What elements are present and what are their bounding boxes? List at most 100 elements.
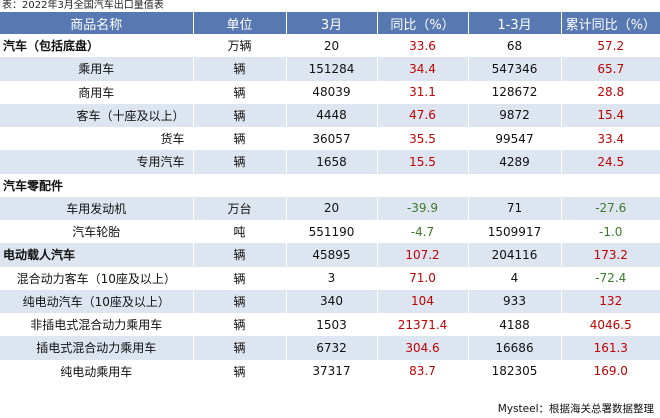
- cell-name: 汽车零配件: [0, 173, 194, 197]
- table-row: 电动载人汽车辆 45895 107.2 204116 173.2: [0, 243, 660, 267]
- cell-name: 混合动力客车（10座及以上）: [0, 266, 194, 290]
- cell-unit: [193, 173, 287, 197]
- header-unit: 单位: [193, 12, 287, 34]
- cell-name: 乘用车: [0, 57, 194, 81]
- cell-name: 纯电动汽车（10座及以上）: [0, 289, 194, 313]
- cell-march: 1658: [286, 150, 378, 174]
- cell-cum-yoy: 65.7: [561, 57, 660, 81]
- table-body: 汽车（包括底盘） 万辆 20 33.6 68 57.2 乘用车辆 151284 34.4 5473…: [0, 34, 660, 383]
- cell-yoy: 83.7: [377, 359, 469, 383]
- cell-q1: 933: [468, 289, 562, 313]
- cell-cum-yoy: -72.4: [561, 266, 660, 290]
- cell-q1: 4188: [468, 313, 562, 337]
- cell-name: 纯电动乘用车: [0, 359, 194, 383]
- cell-march: 48039: [286, 80, 378, 104]
- cell-q1: 71: [468, 196, 562, 220]
- cell-cum-yoy: [561, 173, 660, 197]
- cell-q1: 128672: [468, 80, 562, 104]
- cell-unit: 万辆: [193, 34, 287, 58]
- cell-q1: 204116: [468, 243, 562, 267]
- cell-march: 20: [286, 196, 378, 220]
- cell-q1: 182305: [468, 359, 562, 383]
- header-march: 3月: [286, 12, 378, 34]
- cell-cum-yoy: 15.4: [561, 103, 660, 127]
- cell-yoy: 35.5: [377, 127, 469, 151]
- cell-name: 汽车（包括底盘）: [0, 34, 194, 58]
- cell-march: 340: [286, 289, 378, 313]
- cell-q1: 1509917: [468, 220, 562, 244]
- header-q1: 1-3月: [468, 12, 562, 34]
- cell-march: 3: [286, 266, 378, 290]
- cell-cum-yoy: 57.2: [561, 34, 660, 58]
- cell-name: 非插电式混合动力乘用车: [0, 313, 194, 337]
- cell-yoy: -4.7: [377, 220, 469, 244]
- table-row: 货车辆 36057 35.5 99547 33.4: [0, 127, 660, 151]
- cell-q1: 4: [468, 266, 562, 290]
- cell-march: 4448: [286, 103, 378, 127]
- cell-march: 36057: [286, 127, 378, 151]
- cell-q1: 4289: [468, 150, 562, 174]
- header-product-name: 商品名称: [0, 12, 194, 34]
- cell-name: 汽车轮胎: [0, 220, 194, 244]
- cell-march: 1503: [286, 313, 378, 337]
- cell-name: 车用发动机: [0, 196, 194, 220]
- header-row: 商品名称 单位 3月 同比（%） 1-3月 累计同比（%）: [0, 12, 660, 34]
- cell-name: 插电式混合动力乘用车: [0, 336, 194, 360]
- cell-unit: 辆: [193, 127, 287, 151]
- cell-march: 20: [286, 34, 378, 58]
- cell-cum-yoy: 161.3: [561, 336, 660, 360]
- table-row: 车用发动机 万台 20 -39.9 71 -27.6: [0, 196, 660, 220]
- cell-unit: 辆: [193, 359, 287, 383]
- cell-cum-yoy: 4046.5: [561, 313, 660, 337]
- cell-cum-yoy: 33.4: [561, 127, 660, 151]
- table-row: 插电式混合动力乘用车辆 6732 304.6 16686 161.3: [0, 336, 660, 360]
- cell-q1: 16686: [468, 336, 562, 360]
- cell-cum-yoy: 24.5: [561, 150, 660, 174]
- cell-unit: 吨: [193, 220, 287, 244]
- table-row: 纯电动汽车（10座及以上）辆 340 104 933 132: [0, 289, 660, 313]
- cell-unit: 辆: [193, 336, 287, 360]
- table-row: 乘用车辆 151284 34.4 547346 65.7: [0, 57, 660, 81]
- cell-march: 151284: [286, 57, 378, 81]
- table-row: 混合动力客车（10座及以上）辆 3 71.0 4 -72.4: [0, 266, 660, 290]
- cell-cum-yoy: 28.8: [561, 80, 660, 104]
- cell-cum-yoy: 169.0: [561, 359, 660, 383]
- source-note: Mysteel：根据海关总署数据整理: [497, 403, 654, 415]
- cell-cum-yoy: 173.2: [561, 243, 660, 267]
- cell-unit: 辆: [193, 103, 287, 127]
- cell-q1: 99547: [468, 127, 562, 151]
- cell-yoy: 304.6: [377, 336, 469, 360]
- cell-march: 37317: [286, 359, 378, 383]
- cell-unit: 万台: [193, 196, 287, 220]
- header-cum-yoy: 累计同比（%）: [561, 12, 660, 34]
- table-row: 客车（十座及以上）辆 4448 47.6 9872 15.4: [0, 103, 660, 127]
- cell-cum-yoy: -1.0: [561, 220, 660, 244]
- cell-yoy: 21371.4: [377, 313, 469, 337]
- cell-cum-yoy: 132: [561, 289, 660, 313]
- cell-yoy: 34.4: [377, 57, 469, 81]
- export-table: 商品名称 单位 3月 同比（%） 1-3月 累计同比（%） 汽车（包括底盘） 万辆…: [0, 12, 660, 383]
- cell-unit: 辆: [193, 57, 287, 81]
- cell-unit: 辆: [193, 289, 287, 313]
- cell-q1: 68: [468, 34, 562, 58]
- cell-q1: 547346: [468, 57, 562, 81]
- cell-march: 45895: [286, 243, 378, 267]
- cell-unit: 辆: [193, 80, 287, 104]
- table-row: 非插电式混合动力乘用车辆 1503 21371.4 4188 4046.5: [0, 313, 660, 337]
- cell-unit: 辆: [193, 150, 287, 174]
- cell-yoy: 33.6: [377, 34, 469, 58]
- cell-yoy: 31.1: [377, 80, 469, 104]
- cell-yoy: 15.5: [377, 150, 469, 174]
- table-row: 汽车轮胎吨 551190 -4.7 1509917 -1.0: [0, 220, 660, 244]
- table-row: 纯电动乘用车辆 37317 83.7 182305 169.0: [0, 359, 660, 383]
- table-row: 专用汽车辆 1658 15.5 4289 24.5: [0, 150, 660, 174]
- cell-yoy: 107.2: [377, 243, 469, 267]
- cell-name: 货车: [0, 127, 194, 151]
- cell-name: 专用汽车: [0, 150, 194, 174]
- header-yoy: 同比（%）: [377, 12, 469, 34]
- cell-q1: [468, 173, 562, 197]
- cell-name: 电动载人汽车: [0, 243, 194, 267]
- table-caption: 表：2022年3月全国汽车出口量值表: [2, 0, 164, 11]
- cell-unit: 辆: [193, 243, 287, 267]
